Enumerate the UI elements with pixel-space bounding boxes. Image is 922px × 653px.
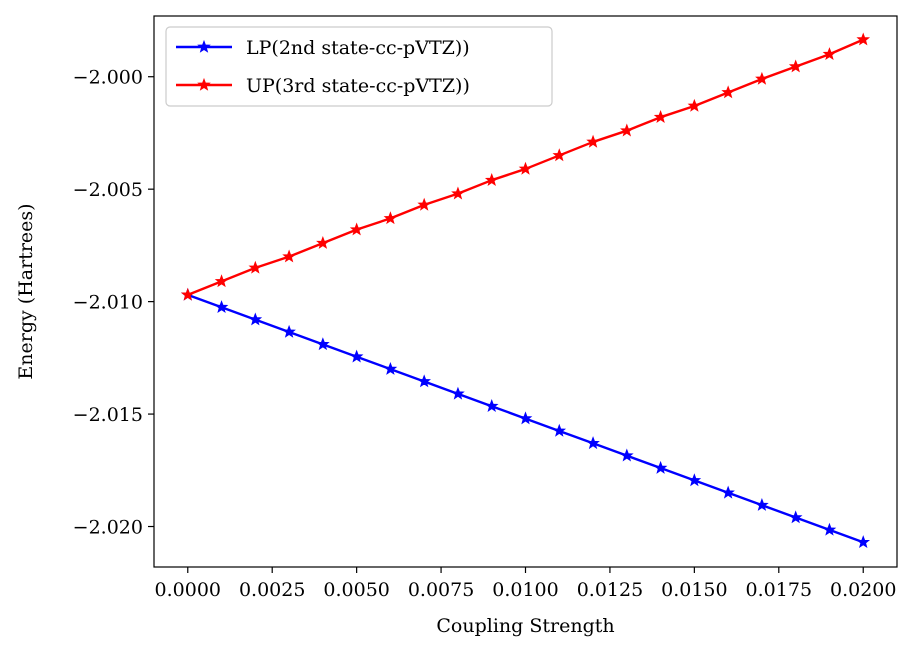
y-tick-label: −2.005	[73, 179, 143, 201]
legend-label: LP(2nd state-cc-pVTZ))	[246, 37, 470, 59]
data-point-marker	[552, 148, 567, 162]
data-point-marker	[518, 411, 533, 425]
data-point-marker	[822, 47, 837, 61]
y-tick-label: −2.015	[73, 404, 143, 426]
plot-area	[180, 32, 871, 549]
data-point-marker	[653, 460, 668, 474]
y-axis: −2.000 −2.005 −2.010 −2.015 −2.020	[73, 67, 154, 539]
x-axis-title: Coupling Strength	[436, 615, 614, 637]
data-point-marker	[822, 522, 837, 536]
data-point-marker	[484, 399, 499, 412]
y-tick-label: −2.010	[73, 292, 143, 314]
data-point-marker	[451, 186, 465, 200]
x-tick-label: 0.0175	[746, 579, 812, 601]
data-point-marker	[383, 211, 398, 225]
y-tick-label: −2.020	[73, 517, 143, 539]
x-tick-label: 0.0025	[239, 579, 305, 601]
data-point-marker	[451, 386, 465, 400]
x-tick-label: 0.0125	[577, 579, 643, 601]
data-point-marker	[417, 197, 431, 211]
data-point-marker	[349, 222, 364, 236]
data-point-marker	[484, 173, 499, 186]
data-point-marker	[856, 32, 871, 46]
data-point-marker	[248, 312, 263, 326]
legend-box	[165, 26, 553, 107]
data-point-marker	[721, 85, 735, 99]
data-point-marker	[856, 535, 871, 549]
data-point-marker	[282, 249, 296, 263]
x-tick-label: 0.0200	[830, 579, 896, 601]
legend-label: UP(3rd state-cc-pVTZ))	[246, 75, 470, 97]
data-point-marker	[687, 98, 702, 112]
data-point-marker	[383, 361, 398, 375]
data-point-marker	[755, 498, 769, 511]
x-tick-label: 0.0075	[408, 579, 474, 601]
data-point-marker	[755, 71, 769, 85]
data-point-marker	[316, 236, 330, 249]
data-point-marker	[248, 260, 263, 274]
data-point-marker	[788, 59, 803, 73]
legend-marker	[197, 77, 211, 91]
y-tick-label: −2.000	[73, 67, 143, 89]
data-point-marker	[653, 110, 668, 123]
data-point-marker	[518, 161, 533, 175]
x-axis: 0.0000 0.0025 0.0050 0.0075 0.0100 0.0125 0.01…	[155, 567, 896, 601]
data-point-marker	[788, 510, 803, 524]
y-axis-title: Energy (Hartrees)	[15, 203, 37, 379]
data-point-marker	[180, 287, 195, 301]
data-point-marker	[282, 324, 296, 338]
data-point-marker	[316, 337, 330, 351]
data-point-marker	[721, 485, 735, 499]
x-tick-label: 0.0100	[492, 579, 558, 601]
x-tick-label: 0.0000	[155, 579, 221, 601]
legend-marker	[197, 39, 211, 53]
data-point-marker	[349, 349, 364, 363]
data-point-marker	[214, 274, 229, 288]
data-point-marker	[620, 123, 634, 137]
x-tick-label: 0.0050	[323, 579, 389, 601]
legend: LP(2nd state-cc-pVTZ)) UP(3rd state-cc-pV…	[165, 26, 553, 107]
x-tick-label: 0.0150	[661, 579, 727, 601]
data-point-marker	[687, 473, 702, 487]
data-point-marker	[214, 300, 229, 314]
data-point-marker	[586, 134, 600, 148]
data-point-marker	[586, 436, 600, 450]
data-point-marker	[417, 374, 431, 388]
data-point-marker	[552, 423, 567, 437]
data-point-marker	[620, 448, 634, 462]
